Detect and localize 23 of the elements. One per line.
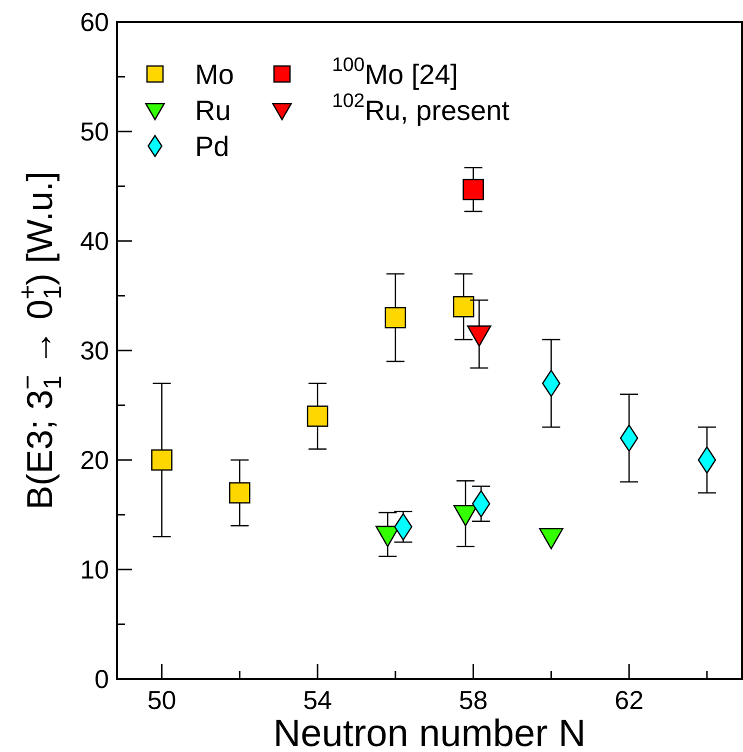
- y-tick-label: 40: [80, 226, 109, 256]
- x-tick-label: 54: [303, 685, 332, 715]
- point: [384, 307, 406, 328]
- point: [452, 296, 474, 318]
- y-tick-label: 50: [80, 116, 109, 146]
- y-tick-label: 0: [94, 664, 109, 694]
- legend-label: Ru: [195, 95, 231, 126]
- legend-label: $^{100}$Mo [24]: [332, 54, 458, 90]
- x-tick-label: 62: [614, 685, 644, 715]
- x-tick-label: 58: [458, 685, 488, 715]
- legend-label: Mo: [195, 59, 234, 90]
- legend-label: $^{102}$Ru, present: [332, 90, 510, 126]
- point: [462, 178, 484, 200]
- x-tick-label: 50: [147, 685, 176, 715]
- y-tick-label: 60: [80, 7, 109, 37]
- y-tick-label: 30: [80, 336, 109, 366]
- point: [306, 406, 328, 427]
- point: [151, 449, 172, 471]
- y-tick-label: 20: [80, 445, 109, 475]
- legend-label: Pd: [195, 131, 230, 162]
- y-tick-label: 10: [80, 554, 109, 584]
- x-axis-title: Neutron number N: [273, 713, 586, 752]
- point: [229, 482, 250, 504]
